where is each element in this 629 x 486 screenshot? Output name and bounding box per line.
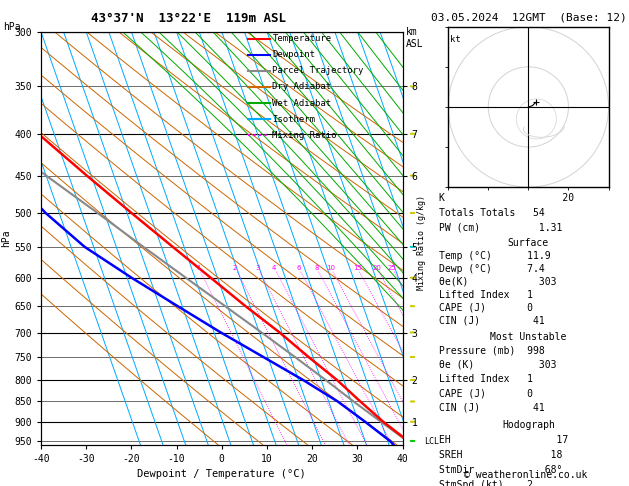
Text: CIN (J)         41: CIN (J) 41 bbox=[438, 315, 545, 326]
Text: 4: 4 bbox=[272, 264, 277, 271]
Text: SREH               18: SREH 18 bbox=[438, 450, 562, 460]
Text: CIN (J)         41: CIN (J) 41 bbox=[438, 402, 545, 413]
Text: km: km bbox=[406, 27, 418, 37]
Text: kt: kt bbox=[450, 35, 461, 44]
Text: θe(K)            303: θe(K) 303 bbox=[438, 277, 556, 287]
Text: Surface: Surface bbox=[508, 239, 549, 248]
Text: 43°37'N  13°22'E  119m ASL: 43°37'N 13°22'E 119m ASL bbox=[91, 12, 286, 25]
Text: Dry Adiabat: Dry Adiabat bbox=[272, 83, 331, 91]
Text: Pressure (mb)  998: Pressure (mb) 998 bbox=[438, 346, 545, 356]
Text: © weatheronline.co.uk: © weatheronline.co.uk bbox=[464, 470, 587, 480]
Text: CAPE (J)       0: CAPE (J) 0 bbox=[438, 303, 533, 312]
Text: Lifted Index   1: Lifted Index 1 bbox=[438, 290, 533, 300]
Text: Parcel Trajectory: Parcel Trajectory bbox=[272, 67, 364, 75]
Text: 03.05.2024  12GMT  (Base: 12): 03.05.2024 12GMT (Base: 12) bbox=[431, 12, 626, 22]
Text: 2: 2 bbox=[233, 264, 237, 271]
Text: CAPE (J)       0: CAPE (J) 0 bbox=[438, 388, 533, 398]
Text: Isotherm: Isotherm bbox=[272, 115, 315, 123]
Text: 15: 15 bbox=[353, 264, 362, 271]
Text: 8: 8 bbox=[314, 264, 319, 271]
Text: 10: 10 bbox=[326, 264, 335, 271]
Text: Mixing Ratio: Mixing Ratio bbox=[272, 131, 337, 139]
Text: EH                  17: EH 17 bbox=[438, 434, 568, 445]
Text: K                    20: K 20 bbox=[438, 193, 574, 203]
Text: Most Unstable: Most Unstable bbox=[490, 331, 567, 342]
Text: 1: 1 bbox=[196, 264, 201, 271]
Text: 25: 25 bbox=[387, 264, 396, 271]
Text: 20: 20 bbox=[372, 264, 381, 271]
Text: Hodograph: Hodograph bbox=[502, 419, 555, 430]
Text: StmSpd (kt)    2: StmSpd (kt) 2 bbox=[438, 480, 533, 486]
Text: Temp (°C)      11.9: Temp (°C) 11.9 bbox=[438, 251, 550, 261]
Text: PW (cm)          1.31: PW (cm) 1.31 bbox=[438, 223, 562, 232]
Text: Totals Totals   54: Totals Totals 54 bbox=[438, 208, 545, 218]
Text: θe (K)           303: θe (K) 303 bbox=[438, 360, 556, 370]
Text: hPa: hPa bbox=[3, 22, 21, 32]
Text: Lifted Index   1: Lifted Index 1 bbox=[438, 374, 533, 384]
Text: Temperature: Temperature bbox=[272, 35, 331, 43]
Text: LCL: LCL bbox=[424, 437, 439, 446]
Text: Mixing Ratio (g/kg): Mixing Ratio (g/kg) bbox=[417, 195, 426, 291]
Text: Dewpoint: Dewpoint bbox=[272, 51, 315, 59]
Text: Dewp (°C)      7.4: Dewp (°C) 7.4 bbox=[438, 264, 545, 274]
Text: ASL: ASL bbox=[406, 39, 423, 49]
Text: 6: 6 bbox=[296, 264, 301, 271]
Text: 3: 3 bbox=[255, 264, 260, 271]
Y-axis label: hPa: hPa bbox=[1, 229, 11, 247]
Text: Wet Adiabat: Wet Adiabat bbox=[272, 99, 331, 107]
X-axis label: Dewpoint / Temperature (°C): Dewpoint / Temperature (°C) bbox=[137, 469, 306, 479]
Text: StmDir            68°: StmDir 68° bbox=[438, 465, 562, 475]
